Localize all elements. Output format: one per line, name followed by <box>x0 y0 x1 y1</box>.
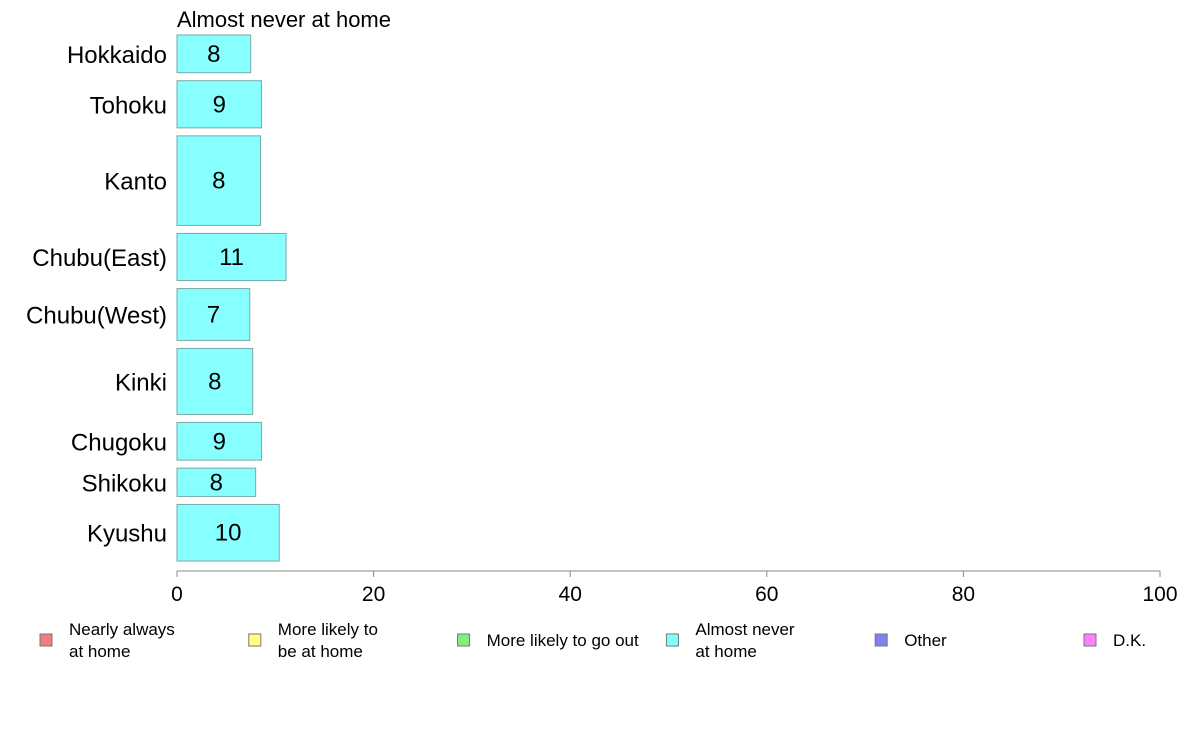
x-tick-label: 100 <box>1142 583 1177 606</box>
legend-swatch-2 <box>248 633 262 647</box>
bar-value-label: 10 <box>215 520 242 547</box>
bar-value-label: 7 <box>207 302 220 329</box>
legend: Nearly always at home More likely to be at … <box>39 620 1146 661</box>
bar-chugoku <box>176 421 263 461</box>
legend-label-6: D.K. <box>1113 631 1146 650</box>
bar-value-label: 8 <box>208 368 221 395</box>
category-label-chubu-east: Chubu(East) <box>32 245 167 272</box>
legend-swatch-4 <box>665 633 679 647</box>
x-tick-label: 20 <box>362 583 385 606</box>
category-label-tohoku: Tohoku <box>90 92 167 119</box>
legend-swatch-6 <box>1083 633 1097 647</box>
legend-label-1: Nearly always <box>69 620 175 639</box>
category-label-kinki: Kinki <box>115 369 167 396</box>
legend-label-2: More likely to <box>278 620 378 639</box>
chart-title: Almost never at home <box>177 7 391 32</box>
x-axis: 0 20 40 60 80 100 <box>171 570 1178 606</box>
legend-swatch-5 <box>874 633 888 647</box>
x-tick-label: 40 <box>559 583 582 606</box>
bar-kyushu <box>176 503 280 562</box>
category-label-chubu-west: Chubu(West) <box>26 303 167 330</box>
bar-value-label: 8 <box>210 469 223 496</box>
legend-label-5: Other <box>904 631 947 650</box>
bar-value-label: 8 <box>207 41 220 68</box>
bars-layer: 8 Hokkaido 9 Tohoku 8 Kanto 11 Chubu(East) 7 Chub… <box>26 34 287 562</box>
bar-shikoku <box>176 467 257 497</box>
category-label-kyushu: Kyushu <box>87 521 167 548</box>
bar-value-label: 11 <box>219 244 244 271</box>
bar-kinki <box>176 347 254 415</box>
category-label-shikoku: Shikoku <box>82 470 167 497</box>
legend-label-4: at home <box>695 642 756 661</box>
bar-value-label: 9 <box>213 91 226 118</box>
bar-chubu-west <box>176 288 251 341</box>
category-label-chugoku: Chugoku <box>71 429 167 456</box>
legend-swatch-3 <box>457 633 471 647</box>
bar-hokkaido <box>176 34 252 74</box>
bar-value-label: 8 <box>212 168 225 195</box>
x-tick-label: 80 <box>952 583 975 606</box>
legend-label-4: Almost never <box>695 620 795 639</box>
category-label-hokkaido: Hokkaido <box>67 42 167 69</box>
bar-value-label: 9 <box>213 428 226 455</box>
legend-label-1: at home <box>69 642 130 661</box>
bar-chubu-east <box>176 232 287 282</box>
legend-label-3: More likely to go out <box>487 631 639 650</box>
legend-swatch-1 <box>39 633 53 647</box>
legend-label-2: be at home <box>278 642 363 661</box>
bar-tohoku <box>176 80 263 129</box>
x-tick-label: 60 <box>755 583 778 606</box>
bar-kanto <box>176 135 262 226</box>
x-tick-label: 0 <box>171 583 183 606</box>
category-label-kanto: Kanto <box>104 169 167 196</box>
